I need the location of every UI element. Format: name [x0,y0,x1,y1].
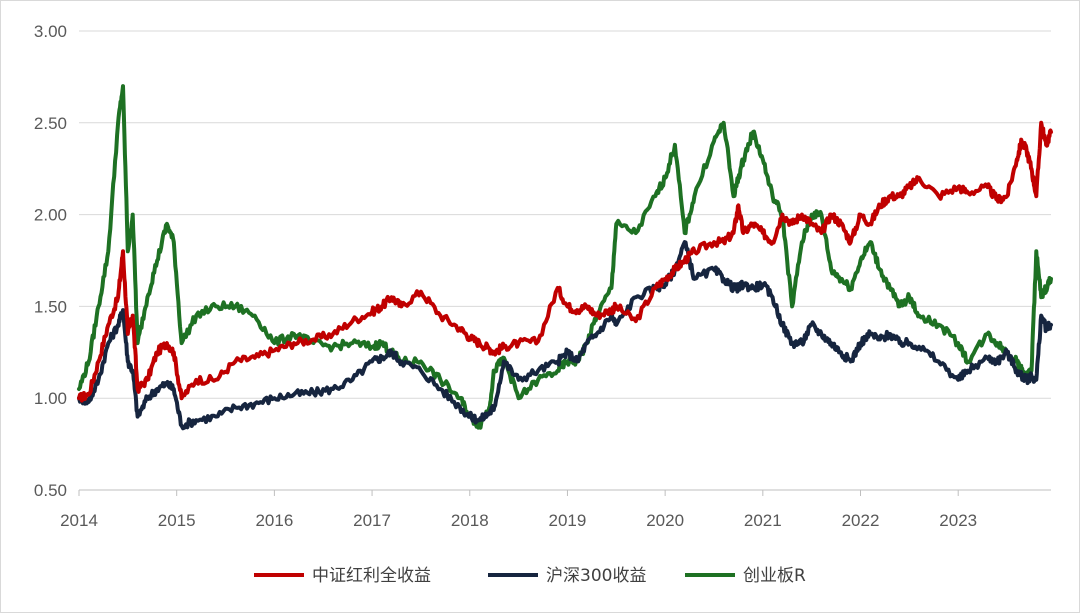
x-tick-label: 2017 [353,511,391,530]
y-tick-label: 0.50 [34,481,67,500]
legend: 中证红利全收益 沪深300收益 创业板R [254,566,806,586]
series-line-0 [77,120,1053,403]
y-axis: 0.50 1.00 1.50 2.00 2.50 3.00 [34,22,67,500]
x-tick-label: 2015 [158,511,196,530]
series-line-1 [77,240,1053,431]
x-tick-label: 2021 [744,511,782,530]
y-tick-label: 1.00 [34,389,67,408]
x-axis: 2014 2015 2016 2017 2018 2019 2020 2021 2022 2023 [60,489,1051,530]
x-tick-label: 2019 [549,511,587,530]
y-tick-label: 3.00 [34,22,67,41]
x-tick-label: 2014 [60,511,98,530]
legend-label: 中证红利全收益 [312,566,431,586]
legend-label: 沪深300收益 [546,566,646,586]
y-tick-label: 1.50 [34,297,67,316]
x-tick-label: 2016 [255,511,293,530]
x-tick-label: 2023 [939,511,977,530]
plot-area [77,84,1053,431]
y-tick-label: 2.50 [34,114,67,133]
x-tick-label: 2022 [842,511,880,530]
y-tick-label: 2.00 [34,206,67,225]
series-line-2 [77,84,1053,430]
x-tick-label: 2018 [451,511,489,530]
legend-label: 创业板R [743,566,806,586]
x-tick-label: 2020 [646,511,684,530]
